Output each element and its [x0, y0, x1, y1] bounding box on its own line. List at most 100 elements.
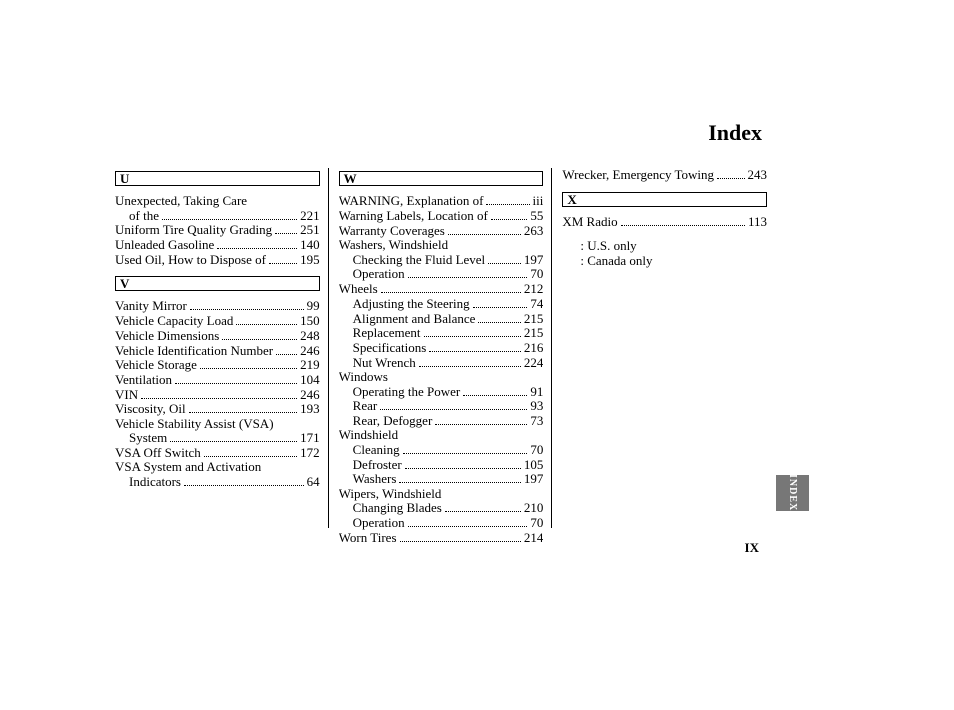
- index-entry: Cleaning70: [339, 443, 544, 458]
- leader-dots: [189, 402, 298, 413]
- index-entry: Warranty Coverages263: [339, 223, 544, 238]
- index-entry-page: 248: [300, 329, 320, 343]
- leader-dots: [175, 372, 297, 383]
- leader-dots: [419, 355, 521, 366]
- index-entry: VSA System and Activation: [115, 460, 320, 474]
- leader-dots: [463, 384, 527, 395]
- index-entry-page: 197: [524, 253, 544, 267]
- index-entry: Windshield: [339, 428, 544, 442]
- page-number: IX: [745, 540, 759, 556]
- leader-dots: [473, 296, 528, 307]
- index-entry-page: 140: [300, 238, 320, 252]
- index-entry-page: 55: [530, 209, 543, 223]
- index-entry-label: Viscosity, Oil: [115, 402, 186, 416]
- leader-dots: [491, 209, 528, 220]
- index-entry: Vehicle Dimensions248: [115, 328, 320, 343]
- index-entry: Operation70: [339, 267, 544, 282]
- index-entry: Rear 93: [339, 399, 544, 414]
- index-entry-label: Vehicle Stability Assist (VSA): [115, 417, 274, 431]
- index-entry-page: 171: [300, 431, 320, 445]
- index-entry: Nut Wrench224: [339, 355, 544, 370]
- index-entry: Warning Labels, Location of 55: [339, 209, 544, 224]
- leader-dots: [170, 431, 297, 442]
- note-line: : U.S. only: [562, 239, 767, 253]
- leader-dots: [403, 443, 528, 454]
- index-entry-label: Used Oil, How to Dispose of: [115, 253, 266, 267]
- index-entry: Vehicle Storage219: [115, 358, 320, 373]
- index-entry: Unexpected, Taking Care: [115, 194, 320, 208]
- index-entry-label: Indicators: [129, 475, 181, 489]
- index-entry-page: 251: [300, 223, 320, 237]
- leader-dots: [269, 252, 297, 263]
- index-entry: Vehicle Stability Assist (VSA): [115, 417, 320, 431]
- index-entry-label: System: [129, 431, 167, 445]
- leader-dots: [435, 414, 527, 425]
- index-entry: Wipers, Windshield: [339, 487, 544, 501]
- index-entry-page: 105: [524, 458, 544, 472]
- index-entry-page: 99: [307, 299, 320, 313]
- index-entry-label: Rear: [353, 399, 378, 413]
- index-entry-page: iii: [533, 194, 544, 208]
- index-entry-page: 197: [524, 472, 544, 486]
- index-entry-page: 212: [524, 282, 544, 296]
- index-entry-page: 74: [530, 297, 543, 311]
- index-entry: Vanity Mirror 99: [115, 299, 320, 314]
- index-entry-label: Unexpected, Taking Care: [115, 194, 247, 208]
- leader-dots: [400, 530, 521, 541]
- leader-dots: [405, 457, 521, 468]
- leader-dots: [448, 223, 521, 234]
- index-entry: Worn Tires214: [339, 530, 544, 545]
- index-entry-label: WARNING, Explanation of: [339, 194, 484, 208]
- index-entry-page: 215: [524, 312, 544, 326]
- index-entry-page: 113: [748, 215, 767, 229]
- index-entry: Washers197: [339, 472, 544, 487]
- index-entry-label: XM Radio: [562, 215, 617, 229]
- index-entry: VIN246: [115, 387, 320, 402]
- region-notes: : U.S. only: Canada only: [562, 239, 767, 268]
- index-entry-label: Ventilation: [115, 373, 172, 387]
- index-entry: System 171: [115, 431, 320, 446]
- index-entry-label: Cleaning: [353, 443, 400, 457]
- index-entry-label: Specifications: [353, 341, 427, 355]
- index-entry: Defroster105: [339, 457, 544, 472]
- index-entry-page: 216: [524, 341, 544, 355]
- index-entry: Specifications 216: [339, 340, 544, 355]
- section-header-u: U: [115, 171, 320, 186]
- index-entry-label: Warning Labels, Location of: [339, 209, 488, 223]
- index-entry-label: Windows: [339, 370, 388, 384]
- leader-dots: [275, 223, 297, 234]
- index-entry-page: 193: [300, 402, 320, 416]
- index-entry: Alignment and Balance 215: [339, 311, 544, 326]
- index-entry-label: Windshield: [339, 428, 398, 442]
- index-entry-label: Wipers, Windshield: [339, 487, 442, 501]
- index-entry-page: 70: [530, 516, 543, 530]
- index-entry-label: VIN: [115, 388, 138, 402]
- leader-dots: [486, 194, 529, 205]
- leader-dots: [204, 446, 297, 457]
- leader-dots: [162, 208, 297, 219]
- leader-dots: [381, 282, 521, 293]
- index-entry-label: Operating the Power: [353, 385, 461, 399]
- leader-dots: [380, 399, 527, 410]
- spacer: [562, 183, 767, 189]
- index-entry-page: 93: [530, 399, 543, 413]
- index-entry-page: 215: [524, 326, 544, 340]
- page-title: Index: [708, 120, 762, 146]
- index-entry: Adjusting the Steering74: [339, 296, 544, 311]
- index-entry: of the221: [115, 208, 320, 223]
- leader-dots: [184, 475, 304, 486]
- index-entry: Wrecker, Emergency Towing243: [562, 168, 767, 183]
- note-line: : Canada only: [562, 254, 767, 268]
- index-entry-page: 246: [300, 344, 320, 358]
- leader-dots: [217, 238, 297, 249]
- index-entry-label: of the: [129, 209, 159, 223]
- index-columns: U Unexpected, Taking Careof the221Uniform…: [115, 168, 775, 528]
- index-entry-page: 64: [307, 475, 320, 489]
- index-entry-label: Alignment and Balance: [353, 312, 476, 326]
- index-entry: Viscosity, Oil 193: [115, 402, 320, 417]
- index-entry-label: Vanity Mirror: [115, 299, 187, 313]
- index-entry: VSA Off Switch172: [115, 446, 320, 461]
- index-entry: Wheels212: [339, 282, 544, 297]
- index-entry: Uniform Tire Quality Grading251: [115, 223, 320, 238]
- leader-dots: [399, 472, 520, 483]
